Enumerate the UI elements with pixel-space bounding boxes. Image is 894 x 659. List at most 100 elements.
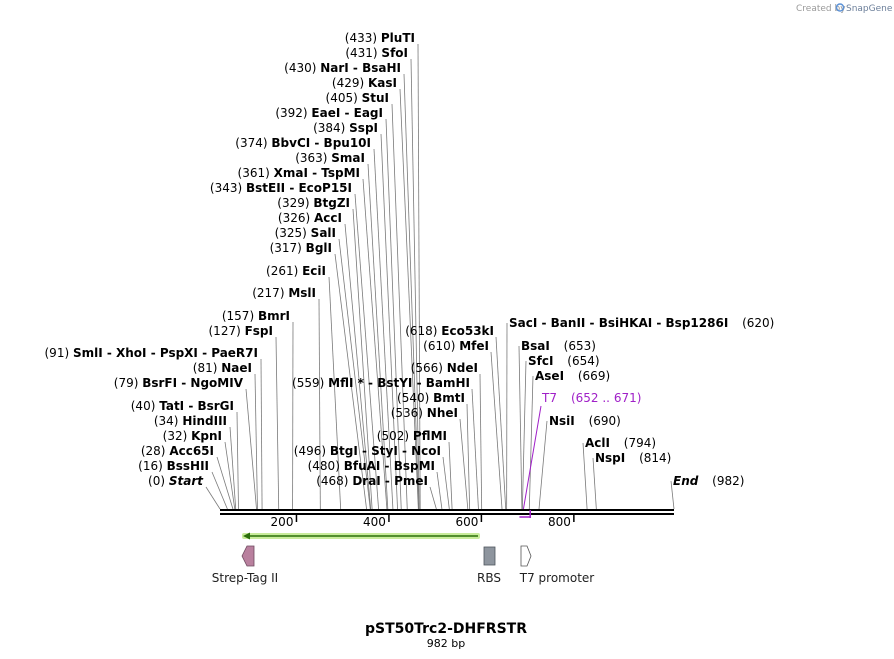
enzyme-labels: (433) PluTI(431) SfoI(430) NarI - BsaHI(…: [45, 31, 775, 488]
cut-line-mfei: [490, 351, 503, 510]
map-subtitle: 982 bp: [427, 637, 465, 650]
enzyme-label-eco53ki[interactable]: (618) Eco53kI: [405, 324, 494, 338]
enzyme-label-smai[interactable]: (363) SmaI: [295, 151, 365, 165]
cut-line-bbvci-bpu10i: [373, 148, 394, 510]
cut-line-sfci: [521, 360, 527, 510]
scale-tick-label: 600: [455, 515, 478, 529]
enzyme-label-nspi[interactable]: NspI (814): [595, 451, 671, 465]
cut-line-btgi-styi-ncoi: [442, 456, 450, 510]
cut-line-acci: [344, 223, 372, 510]
enzyme-label-sfoi[interactable]: (431) SfoI: [345, 46, 408, 60]
feature-strep-tag[interactable]: Strep-Tag II: [212, 545, 278, 585]
enzyme-label-saci-banii-bsihkai-bsp1286i[interactable]: SacI - BanII - BsiHKAI - Bsp1286I (620): [509, 316, 774, 330]
enzyme-label-start[interactable]: (0) Start: [148, 474, 204, 488]
cut-line-xmai-tspmi: [362, 178, 388, 510]
scale-ticks: 200 400 600 800: [271, 515, 575, 529]
enzyme-label-kasi[interactable]: (429) KasI: [332, 76, 397, 90]
cut-line-msli: [318, 298, 321, 510]
enzyme-label-mfei[interactable]: (610) MfeI: [423, 339, 489, 353]
enzyme-label-bsteii-ecop15i[interactable]: (343) BstEII - EcoP15I: [210, 181, 352, 195]
enzyme-label-end[interactable]: End (982): [673, 474, 744, 488]
feature-rbs[interactable]: RBS: [477, 546, 501, 585]
rbs-box-icon: [483, 546, 496, 566]
strep-tag-arrow-icon: [241, 545, 255, 567]
cut-line-smli-xhoi-pspxi-paer7i: [260, 358, 263, 510]
enzyme-label-nhei[interactable]: (536) NheI: [391, 406, 458, 420]
enzyme-label-btgzi[interactable]: (329) BtgZI: [277, 196, 350, 210]
enzyme-label-bsai[interactable]: BsaI (653): [521, 339, 596, 353]
enzyme-label-bmti[interactable]: (540) BmtI: [397, 391, 465, 405]
scale-tick-label: 400: [363, 515, 386, 529]
enzyme-label-pflmi[interactable]: (502) PflMI: [377, 429, 447, 443]
cut-line-nspi: [592, 457, 597, 510]
enzyme-label-pluti[interactable]: (433) PluTI: [345, 31, 415, 45]
cut-line-sspi: [380, 133, 398, 510]
cut-line-bgli: [334, 253, 367, 510]
enzyme-label-acc65i[interactable]: (28) Acc65I: [141, 444, 214, 458]
enzyme-label-bsshii[interactable]: (16) BssHII: [138, 459, 209, 473]
cut-line-pluti: [417, 43, 421, 510]
cut-line-stui: [391, 103, 408, 510]
enzyme-label-asei[interactable]: AseI (669): [535, 369, 610, 383]
scale-tick-label: 200: [271, 515, 294, 529]
enzyme-label-mfli-bstyi-bamhi[interactable]: (559) MflI * - BstYI - BamHI: [292, 376, 470, 390]
t7-promoter-arrow-icon: [520, 545, 532, 567]
enzyme-label-nari-bsahi[interactable]: (430) NarI - BsaHI: [284, 61, 401, 75]
map-title: pST50Trc2-DHFRSTR: [365, 621, 527, 637]
cut-line-eco53ki: [495, 336, 507, 510]
enzyme-label-tati-bsrgi[interactable]: (40) TatI - BsrGI: [131, 399, 234, 413]
cut-line-kasi: [399, 88, 419, 510]
cut-line-eaei-eagi: [385, 118, 402, 510]
enzyme-label-sfci[interactable]: SfcI (654): [528, 354, 600, 368]
cut-line-asei: [528, 375, 534, 510]
enzyme-label-drai-pmei[interactable]: (468) DraI - PmeI: [316, 474, 428, 488]
cut-line-pflmi: [448, 441, 453, 510]
enzyme-label-fspi[interactable]: (127) FspI: [209, 324, 274, 338]
enzyme-label-xmai-tspmi[interactable]: (361) XmaI - TspMI: [238, 166, 360, 180]
cut-line-bsteii-ecop15i: [354, 193, 379, 510]
scale-tick-label: 800: [548, 515, 571, 529]
feature-label-rbs: RBS: [477, 571, 501, 585]
enzyme-label-bmri[interactable]: (157) BmrI: [222, 309, 290, 323]
cut-line-sali: [338, 238, 371, 510]
cut-line-nhei: [459, 418, 469, 510]
cut-line-bsrfi-ngomiv: [245, 388, 257, 510]
cut-line-ecii: [328, 276, 342, 510]
cut-line-bmti: [466, 403, 471, 510]
enzyme-label-sspi[interactable]: (384) SspI: [313, 121, 378, 135]
cut-line-nari-bsahi: [403, 73, 420, 510]
enzyme-label-ndei[interactable]: (566) NdeI: [411, 361, 478, 375]
enzyme-label-hindiii[interactable]: (34) HindIII: [154, 414, 227, 428]
cut-line-bfuai-bspmi: [436, 471, 443, 510]
feature-label-strep-tag: Strep-Tag II: [212, 571, 278, 585]
enzyme-label-bbvci-bpu10i[interactable]: (374) BbvCI - Bpu10I: [235, 136, 371, 150]
cut-line-end: [670, 480, 675, 510]
cut-line-drai-pmei: [429, 486, 437, 510]
enzyme-label-naei[interactable]: (81) NaeI: [193, 361, 252, 375]
enzyme-label-nsii[interactable]: NsiI (690): [549, 414, 621, 428]
cut-line-fspi: [275, 336, 280, 510]
enzyme-label-acli[interactable]: AclI (794): [585, 436, 656, 450]
enzyme-label-ecii[interactable]: (261) EciI: [266, 264, 326, 278]
orf-arrow[interactable]: [242, 532, 480, 540]
feature-t7-promoter[interactable]: T7 promoter: [519, 545, 595, 585]
enzyme-label-sali[interactable]: (325) SalI: [275, 226, 336, 240]
enzyme-label-msli[interactable]: (217) MslI: [252, 286, 316, 300]
cut-line-acc65i: [216, 456, 234, 510]
cut-line-kpni: [224, 441, 236, 510]
enzyme-label-bfuai-bspmi[interactable]: (480) BfuAI - BspMI: [308, 459, 435, 473]
enzyme-label-eaei-eagi[interactable]: (392) EaeI - EagI: [275, 106, 383, 120]
enzyme-label-acci[interactable]: (326) AccI: [278, 211, 342, 225]
t7-site-marker: [519, 510, 531, 518]
cut-line-nsii: [538, 420, 548, 510]
snapgene-logo-icon: [835, 3, 845, 12]
enzyme-label-btgi-styi-ncoi[interactable]: (496) BtgI - StyI - NcoI: [294, 444, 441, 458]
enzyme-label-bgli[interactable]: (317) BglI: [270, 241, 332, 255]
cut-line-start: [205, 486, 221, 510]
enzyme-label-kpni[interactable]: (32) KpnI: [163, 429, 222, 443]
t7-site-label[interactable]: T7 (652 .. 671): [541, 391, 641, 405]
enzyme-label-bsrfi-ngomiv[interactable]: (79) BsrFI - NgoMIV: [114, 376, 244, 390]
enzyme-label-stui[interactable]: (405) StuI: [326, 91, 389, 105]
enzyme-label-smli-xhoi-pspxi-paer7i[interactable]: (91) SmlI - XhoI - PspXI - PaeR7I: [45, 346, 259, 360]
